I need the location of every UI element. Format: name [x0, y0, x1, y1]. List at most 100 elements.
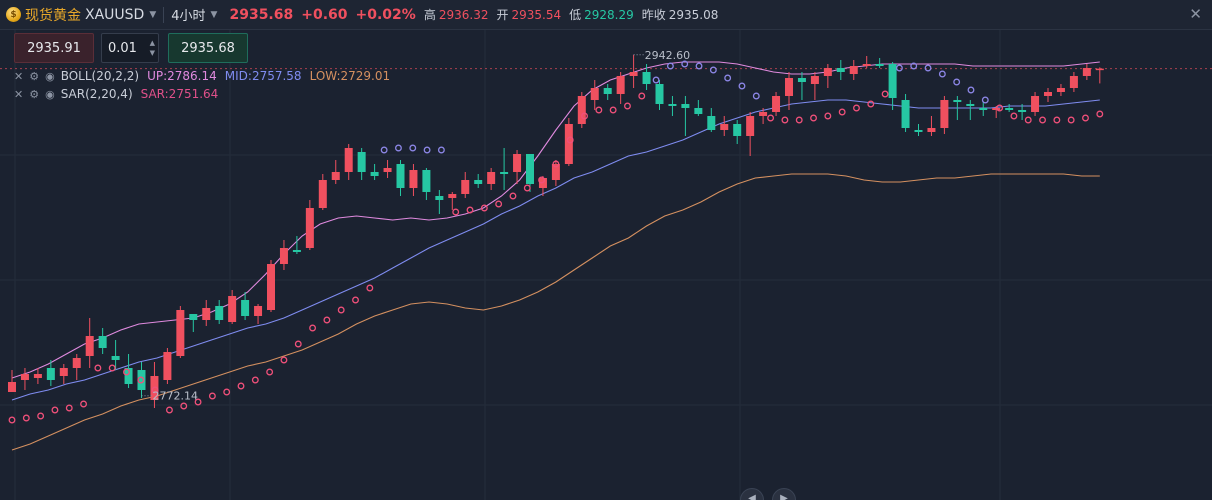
- sar-dot: [437, 146, 445, 154]
- extreme-value-label: 2772.14: [153, 390, 199, 403]
- last-price: 2935.68: [229, 6, 294, 23]
- candle-body: [694, 108, 703, 114]
- sar-dot: [323, 316, 331, 324]
- sar-dot: [595, 106, 603, 114]
- candle-body: [331, 172, 340, 180]
- high-value: 2936.32: [438, 7, 489, 22]
- visibility-eye-icon[interactable]: ◉: [45, 69, 55, 83]
- increment-icon[interactable]: ▲: [149, 39, 155, 47]
- candle-body: [461, 180, 470, 194]
- sar-dot: [910, 62, 918, 70]
- sar-dot: [695, 62, 703, 70]
- sar-dot: [123, 368, 130, 376]
- sar-dot: [652, 76, 660, 84]
- candle-body: [823, 68, 832, 76]
- sar-dot: [51, 406, 59, 414]
- sar-dot: [810, 114, 817, 122]
- sar-dot: [309, 324, 317, 332]
- price-change-pct: +0.02%: [355, 6, 416, 23]
- candle-body: [901, 100, 910, 128]
- candle-body: [370, 172, 379, 176]
- sar-dot: [108, 364, 116, 372]
- candle-body: [202, 308, 211, 320]
- candle-body: [305, 208, 314, 248]
- candle-body: [590, 88, 599, 100]
- candle-body: [707, 116, 716, 130]
- candle-body: [940, 100, 949, 128]
- sar-dot: [853, 104, 860, 112]
- candle-body: [862, 64, 871, 66]
- sar-dot: [366, 284, 374, 292]
- candle-body: [836, 68, 845, 72]
- sar-dot: [624, 102, 631, 110]
- visibility-eye-icon[interactable]: ◉: [45, 87, 55, 101]
- sar-dot: [151, 386, 159, 394]
- settings-gear-icon[interactable]: ⚙: [29, 69, 40, 83]
- candle-body: [1095, 68, 1104, 71]
- symbol-name[interactable]: 现货黄金: [25, 7, 81, 24]
- interval-selector[interactable]: 4小时: [171, 9, 206, 24]
- quantity-stepper[interactable]: 0.01 ▲ ▼: [101, 33, 159, 63]
- buy-button[interactable]: 2935.68: [168, 33, 248, 63]
- sar-dot: [237, 382, 245, 390]
- candle-body: [759, 112, 768, 116]
- gold-coin-icon: $: [6, 7, 21, 22]
- sar-dot: [94, 364, 102, 372]
- chart-header: $ 现货黄金 XAUUSD ▼ 4小时 ▼ 2935.68 +0.60 +0.0…: [0, 0, 1212, 30]
- sar-dot: [165, 406, 173, 414]
- boll-mid-line: [11, 99, 1100, 401]
- quantity-value[interactable]: 0.01: [108, 40, 137, 56]
- sar-dot: [194, 398, 202, 406]
- remove-indicator-icon[interactable]: ✕: [14, 87, 24, 101]
- candle-body: [577, 96, 586, 124]
- sar-dot: [380, 146, 388, 154]
- candle-body: [1031, 96, 1040, 112]
- candle-body: [150, 376, 159, 400]
- symbol-dropdown-icon[interactable]: ▼: [149, 9, 157, 20]
- interval-dropdown-icon[interactable]: ▼: [210, 9, 218, 20]
- stepper-arrows[interactable]: ▲ ▼: [150, 38, 155, 58]
- sar-dot: [352, 296, 359, 304]
- candle-body: [979, 108, 988, 110]
- candle-body: [33, 374, 42, 378]
- remove-indicator-icon[interactable]: ✕: [14, 69, 24, 83]
- candle-body: [357, 152, 366, 172]
- sar-dot: [294, 340, 302, 348]
- open-label: 开: [496, 8, 509, 22]
- sar-dot: [552, 160, 560, 168]
- high-label: 高: [423, 8, 436, 22]
- candle-body: [992, 108, 1001, 110]
- sar-legend: ✕ ⚙ ◉ SAR(2,20,4) SAR:2751.64: [14, 86, 218, 102]
- sar-dot: [37, 412, 45, 420]
- boll-upper-line: [11, 61, 1100, 379]
- candle-body: [396, 164, 405, 188]
- candle-body: [409, 170, 418, 188]
- candle-body: [888, 64, 897, 98]
- candle-body: [681, 104, 690, 108]
- candle-body: [8, 382, 16, 392]
- settings-gear-icon[interactable]: ⚙: [29, 87, 40, 101]
- decrement-icon[interactable]: ▼: [149, 49, 155, 57]
- sar-dot: [581, 112, 588, 120]
- candle-body: [1069, 76, 1078, 88]
- low-value: 2928.29: [584, 7, 634, 22]
- symbol-code[interactable]: XAUUSD: [85, 6, 145, 23]
- candle-body: [85, 336, 94, 356]
- sar-dot: [824, 112, 832, 120]
- sell-button[interactable]: 2935.91: [14, 33, 94, 63]
- sar-dot: [953, 78, 961, 86]
- sar-dot: [1067, 116, 1075, 124]
- sar-dot: [566, 136, 574, 144]
- candle-body: [292, 250, 301, 252]
- sar-dot: [996, 104, 1004, 112]
- candle-body: [1056, 88, 1065, 92]
- candle-body: [733, 124, 742, 136]
- candle-body: [46, 368, 55, 380]
- candle-body: [215, 306, 224, 320]
- candle-body: [1082, 68, 1091, 76]
- close-icon[interactable]: ✕: [1189, 5, 1202, 23]
- candle-body: [279, 248, 288, 264]
- prev-close-label: 昨收: [641, 8, 666, 22]
- candle-body: [435, 196, 444, 200]
